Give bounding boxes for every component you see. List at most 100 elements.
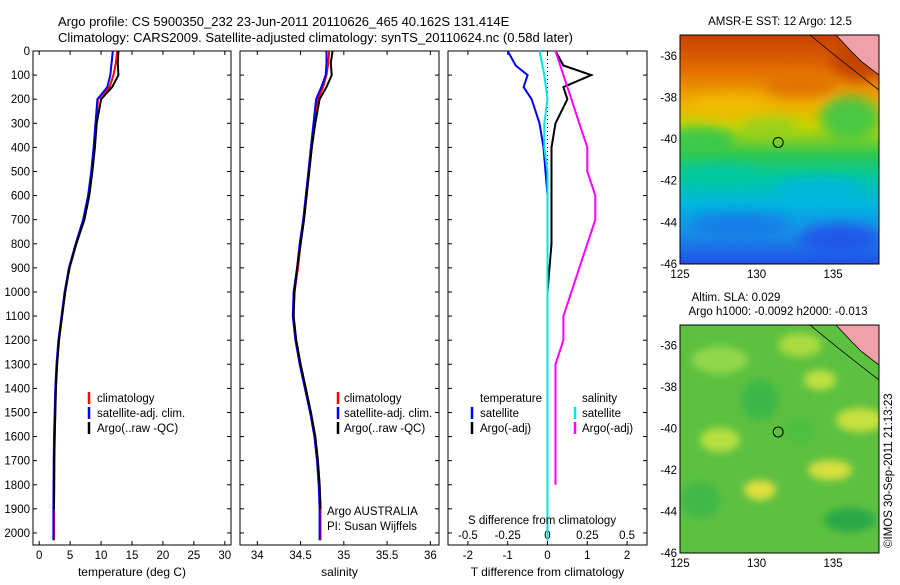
legend-label-climatology: climatology (97, 393, 155, 405)
map-y-tick-label: -46 (660, 548, 677, 560)
series-line-satellite-adj-clim- (291, 51, 328, 541)
y-tick-label: 1600 (4, 432, 30, 444)
series-line-argo-raw-qc- (53, 50, 120, 509)
y-tick-label: 600 (11, 191, 30, 203)
series-line-salinity-argo-adj- (554, 50, 597, 485)
y-tick-label: 900 (11, 263, 30, 275)
map-x-tick-label: 135 (823, 269, 842, 281)
x-tick-label: 10 (95, 550, 108, 562)
x-tick-label: -1 (503, 550, 513, 562)
y-tick-label: 0 (24, 46, 30, 58)
legend-label-sal-satellite: satellite (582, 408, 621, 420)
map-y-tick-label: -36 (660, 341, 677, 353)
sst-heatmap (680, 35, 879, 264)
map-y-tick-label: -44 (660, 507, 677, 519)
legend-label-climatology: climatology (344, 393, 402, 405)
map-y-tick-label: -38 (660, 92, 677, 104)
legend-label-temp-satellite: satellite (480, 408, 519, 420)
x-tick-label: 2 (624, 550, 630, 562)
legend-label-satellite: satellite-adj. clim. (97, 408, 185, 420)
x-tick-label: 30 (218, 550, 231, 562)
legend-label-sal-argo: Argo(-adj) (582, 423, 633, 435)
x-axis-label: temperature (deg C) (78, 565, 186, 579)
sla-map-title-2: Argo h1000: -0.0092 h2000: -0.013 (688, 306, 867, 318)
y-tick-label: 1400 (4, 383, 30, 395)
x-tick-label: 34 (251, 550, 264, 562)
legend-label-temp-argo: Argo(-adj) (480, 423, 531, 435)
difference-legend: temperature satellite Argo(-adj) salinit… (468, 393, 633, 527)
y-tick-label: 400 (11, 142, 30, 154)
series-line-salinity-satellite (538, 50, 549, 541)
sla-heatmap (680, 325, 879, 553)
series-line-temperature-satellite (506, 50, 549, 541)
x-tick-label: 34.5 (289, 550, 311, 562)
x-tick-label: 35 (337, 550, 350, 562)
map-x-tick-label: 125 (670, 558, 689, 570)
y-tick-label: 1500 (4, 407, 30, 419)
map-y-tick-label: -40 (660, 424, 677, 436)
x-tick-label: 35.5 (376, 550, 398, 562)
map-y-tick-label: -42 (660, 176, 677, 188)
sst-map-title: AMSR-E SST: 12 Argo: 12.5 (708, 16, 852, 28)
map-x-tick-label: 125 (670, 269, 689, 281)
header-line-2: Climatology: CARS2009. Satellite-adjuste… (58, 30, 573, 45)
x2-tick-label: 0.25 (576, 530, 598, 542)
x2-tick-label: -0.5 (458, 530, 478, 542)
y-tick-label: 500 (11, 166, 30, 178)
x2-tick-label: -0.25 (495, 530, 521, 542)
map-y-tick-label: -40 (660, 134, 677, 146)
x-tick-label: 0 (36, 550, 42, 562)
y-tick-label: 800 (11, 239, 30, 251)
y-tick-label: 100 (11, 70, 30, 82)
salinity-legend: climatology satellite-adj. clim. Argo(..… (327, 392, 432, 533)
y-tick-label: 2000 (4, 528, 30, 540)
sla-map-title-1: Altim. SLA: 0.029 (692, 292, 781, 304)
series-line-argo-raw-qc- (292, 50, 334, 509)
y-tick-label: 1300 (4, 359, 30, 371)
x-tick-label: 5 (67, 550, 73, 562)
map-x-tick-label: 130 (747, 558, 766, 570)
series-line-climatology (292, 50, 331, 541)
legend-title-temperature: temperature (480, 393, 542, 405)
x-tick-label: 36 (424, 550, 437, 562)
map-y-tick-label: -46 (660, 259, 677, 271)
x-tick-label: 0 (544, 550, 550, 562)
legend-label-satellite: satellite-adj. clim. (344, 408, 432, 420)
x-tick-label: 25 (187, 550, 200, 562)
x-axis-label: salinity (321, 565, 358, 579)
map-y-tick-label: -42 (660, 465, 677, 477)
y-tick-label: 1900 (4, 504, 30, 516)
x-tick-label: 15 (126, 550, 139, 562)
legend-label-argo: Argo(..raw -QC) (97, 423, 178, 435)
map-y-tick-label: -36 (660, 51, 677, 63)
salinity-plot-frame (239, 50, 440, 546)
y-tick-label: 1700 (4, 456, 30, 468)
series-line-satellite-adj-clim- (52, 50, 114, 541)
argo-program-annotation: Argo AUSTRALIA (327, 506, 418, 518)
pi-annotation: PI: Susan Wijffels (327, 521, 417, 533)
x-tick-label: 1 (584, 550, 590, 562)
y-tick-label: 300 (11, 118, 30, 130)
legend-label-argo: Argo(..raw -QC) (344, 423, 425, 435)
s-difference-axis-label: S difference from climatology (468, 515, 616, 527)
map-x-tick-label: 130 (747, 269, 766, 281)
header-line-1: Argo profile: CS 5900350_232 23-Jun-2011… (58, 14, 510, 29)
map-y-tick-label: -44 (660, 217, 677, 229)
x-tick-label: -2 (463, 550, 473, 562)
map-x-tick-label: 135 (823, 558, 842, 570)
y-tick-label: 1800 (4, 480, 30, 492)
argo-position-marker (772, 426, 784, 438)
x-axis-label: T difference from climatology (471, 565, 625, 579)
argo-position-marker (772, 136, 784, 148)
temperature-legend: climatology satellite-adj. clim. Argo(..… (87, 392, 185, 435)
temperature-plot-frame (32, 50, 232, 546)
imos-timestamp: ©IMOS 30-Sep-2011 21:13:23 (883, 393, 895, 548)
y-tick-label: 700 (11, 215, 30, 227)
y-tick-label: 1200 (4, 335, 30, 347)
x2-tick-label: 0.5 (619, 530, 635, 542)
y-tick-label: 200 (11, 94, 30, 106)
y-tick-label: 1000 (4, 287, 30, 299)
x-tick-label: 20 (157, 550, 170, 562)
